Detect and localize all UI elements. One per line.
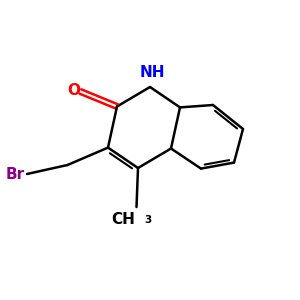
Text: NH: NH — [140, 65, 165, 80]
Text: Br: Br — [5, 167, 25, 182]
Text: O: O — [67, 83, 80, 98]
Text: CH: CH — [111, 212, 135, 227]
Text: 3: 3 — [144, 215, 151, 225]
